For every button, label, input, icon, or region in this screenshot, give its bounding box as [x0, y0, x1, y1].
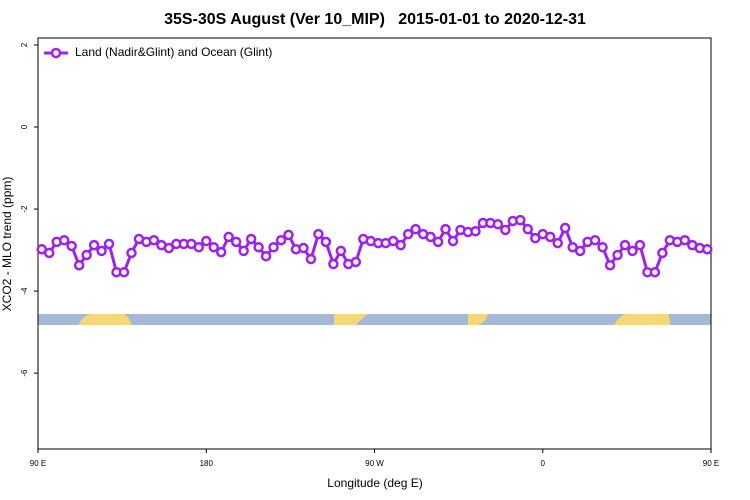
land-patch [614, 314, 670, 325]
data-point [81, 249, 92, 261]
data-point [612, 249, 623, 261]
data-point [597, 241, 608, 253]
data-point [268, 241, 279, 253]
data-point [58, 234, 70, 246]
data-point [245, 233, 257, 245]
data-point [657, 247, 668, 259]
data-point [328, 258, 339, 270]
land-mask [38, 314, 711, 325]
data-point [223, 231, 234, 243]
data-point [589, 234, 601, 246]
data-point [193, 241, 205, 253]
data-point [559, 222, 571, 234]
data-point [649, 266, 661, 278]
ocean-strip [38, 314, 711, 325]
data-point [208, 241, 219, 253]
data-point [530, 232, 541, 244]
data-point [305, 253, 317, 265]
data-point [492, 218, 504, 230]
data-point [253, 241, 264, 253]
data-point [425, 231, 436, 243]
data-point [619, 239, 631, 251]
data-point [544, 231, 556, 243]
data-point [410, 223, 421, 235]
data-point [96, 245, 107, 257]
data-point [126, 247, 137, 259]
land-patch [468, 314, 488, 325]
y-axis-label: XCO2 - MLO trend (ppm) [0, 177, 14, 312]
data-point [313, 228, 324, 240]
data-point [230, 236, 242, 248]
data-point [283, 229, 294, 241]
data-point [298, 242, 309, 254]
x-tick-label: 90 E [30, 459, 46, 468]
legend-text: Land (Nadir&Glint) and Ocean (Glint) [75, 45, 272, 59]
data-point [432, 236, 444, 248]
data-point [88, 239, 100, 251]
data-point [163, 242, 175, 254]
data-point [500, 224, 511, 236]
land-patch [78, 314, 132, 325]
y-tick-label: -4 [20, 287, 29, 295]
x-tick-label: 180 [200, 459, 214, 468]
y-tick-label: 0 [20, 124, 29, 129]
data-point [215, 246, 227, 258]
data-point [447, 235, 459, 247]
data-point [440, 223, 451, 235]
data-point [634, 239, 646, 251]
data-point [66, 240, 77, 252]
data-point [387, 235, 399, 247]
data-point [470, 225, 481, 237]
data-point [402, 228, 414, 240]
y-tick-label: 2 [20, 42, 29, 47]
data-point [201, 235, 212, 247]
data-point [238, 245, 249, 257]
data-point [395, 239, 406, 251]
data-point [679, 234, 691, 246]
data-point [574, 245, 586, 257]
land-patch [334, 314, 368, 325]
data-point [335, 245, 347, 257]
data-point [103, 238, 115, 250]
data-point [73, 259, 85, 271]
data-point [702, 243, 713, 255]
data-point [260, 250, 272, 262]
data-point [43, 247, 55, 259]
data-point [604, 259, 616, 271]
legend-marker [50, 47, 62, 59]
data-point [522, 223, 534, 235]
y-tick-label: -2 [20, 205, 29, 213]
x-tick-label: 0 [541, 459, 546, 468]
x-tick-label: 90 W [365, 459, 384, 468]
data-point [350, 256, 362, 268]
data-point [148, 234, 160, 246]
x-axis-label: Longitude (deg E) [327, 476, 422, 490]
chart-title: 35S-30S August (Ver 10_MIP) 2015-01-01 t… [164, 11, 586, 28]
x-tick-label: 90 E [703, 459, 719, 468]
data-point [515, 214, 526, 226]
data-point [275, 234, 287, 246]
data-point [118, 266, 130, 278]
data-point [627, 245, 638, 257]
y-tick-label: -6 [20, 369, 29, 377]
data-point [320, 236, 332, 248]
data-point [552, 237, 563, 249]
